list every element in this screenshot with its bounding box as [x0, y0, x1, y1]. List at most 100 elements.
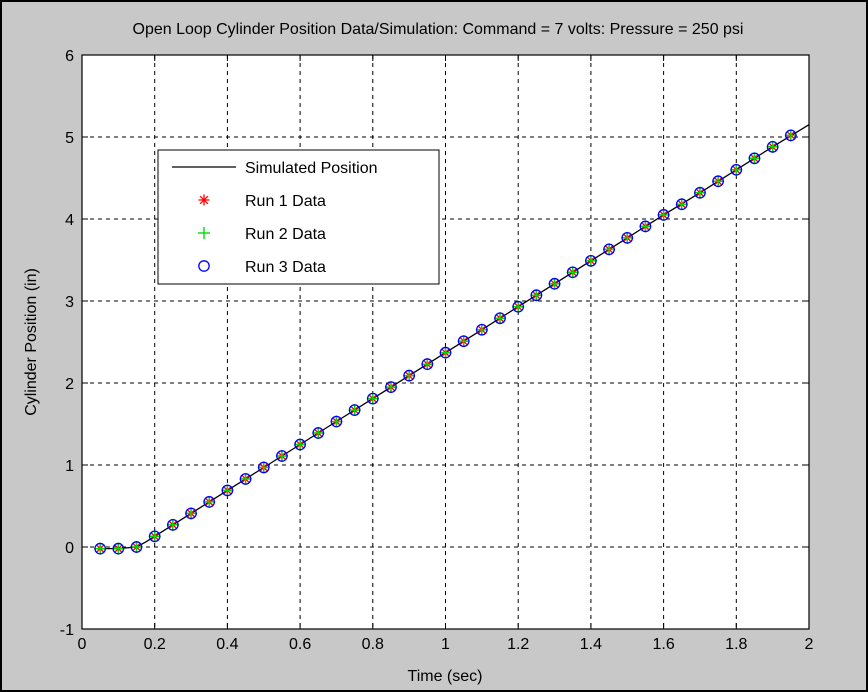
run-2-point [148, 530, 161, 543]
run-2-point [693, 186, 706, 199]
run-3-point [639, 220, 652, 233]
run-3-point [185, 507, 197, 520]
run-3-point [548, 277, 561, 290]
x-tick-label: 1.6 [652, 636, 674, 653]
x-tick-labels: 0 0.2 0.4 0.6 0.8 1 1.2 1.4 1.6 1.8 2 [78, 636, 814, 653]
legend-label-simulated: Simulated Position [245, 160, 378, 177]
run-2-point [584, 254, 597, 267]
run-3-point [203, 496, 216, 508]
y-tick-label: 3 [65, 294, 74, 311]
x-tick-label: 0.4 [216, 636, 238, 653]
run-3-point [221, 484, 234, 497]
legend-label-run-3: Run 3 Data [245, 259, 326, 276]
run-3-point [257, 461, 270, 474]
run-2-point [403, 369, 416, 382]
run-2-point [512, 300, 525, 313]
run-3-point [512, 300, 525, 313]
run-2-point [603, 243, 616, 256]
run-2-point [294, 438, 307, 451]
legend-marker-run-2 [198, 227, 210, 239]
run-3-point [657, 209, 670, 221]
run-3-point [312, 427, 325, 439]
x-tick-label: 0.8 [362, 636, 384, 653]
run-2-point [366, 392, 379, 405]
run-2-point [639, 220, 652, 233]
run-2-point [130, 541, 143, 553]
run-2-point [203, 495, 216, 508]
run-3-point [494, 312, 506, 325]
run-2-point [657, 208, 670, 221]
run-3-point [603, 243, 615, 256]
legend-label-run-1: Run 1 Data [245, 193, 326, 210]
y-tick-label: -1 [60, 622, 74, 639]
y-tick-label: 0 [65, 540, 74, 557]
y-tick-labels: -1 0 1 2 3 4 5 6 [60, 48, 74, 639]
run-2-point [548, 277, 561, 290]
run-3-point [675, 198, 688, 211]
y-tick-label: 6 [65, 48, 74, 65]
y-tick-label: 1 [65, 458, 74, 475]
chart-title: Open Loop Cylinder Position Data/Simulat… [133, 21, 744, 38]
y-tick-label: 4 [65, 212, 74, 229]
run-3-point [403, 369, 415, 382]
run-3-point [276, 450, 288, 462]
x-tick-label: 1 [441, 636, 450, 653]
run-3-point [348, 404, 361, 416]
run-2-point [94, 542, 107, 555]
run-3-point [385, 381, 397, 393]
run-2-point [457, 335, 470, 348]
run-2-point [239, 472, 252, 485]
run-2-point [166, 518, 179, 531]
run-2-point [221, 484, 234, 497]
run-3-point [784, 129, 797, 142]
series-2-markers [94, 129, 797, 555]
x-tick-label: 0.2 [144, 636, 166, 653]
run-3-point [366, 392, 379, 405]
run-2-point [766, 140, 779, 153]
run-3-point [694, 186, 706, 199]
run-3-point [730, 163, 743, 176]
x-tick-label: 0.6 [289, 636, 311, 653]
axis-ticks [81, 54, 810, 630]
series-3-markers [94, 129, 797, 555]
run-3-point [130, 541, 143, 553]
run-2-point [185, 507, 198, 520]
legend: Simulated Position Run 1 Data Run 2 Data… [157, 149, 440, 285]
run-3-point [712, 175, 724, 188]
run-3-point [112, 542, 125, 555]
run-2-point [748, 152, 761, 165]
run-3-point [94, 542, 107, 555]
run-2-point [621, 231, 634, 244]
grid-lines [82, 55, 809, 629]
legend-label-run-2: Run 2 Data [245, 226, 326, 243]
run-3-point [748, 152, 761, 165]
legend-marker [198, 260, 210, 272]
legend-marker-run-1 [198, 194, 210, 206]
run-3-point [566, 266, 579, 279]
x-tick-label: 1.4 [580, 636, 602, 653]
plot-area [82, 55, 809, 629]
x-tick-label: 2 [805, 636, 814, 653]
x-tick-label: 1.8 [725, 636, 747, 653]
legend-box [157, 149, 440, 285]
run-3-point [421, 358, 434, 370]
run-3-point [239, 473, 252, 485]
run-2-point [712, 175, 725, 188]
x-tick-label: 0 [78, 636, 87, 653]
run-3-point [530, 289, 543, 302]
run-3-point [167, 519, 179, 531]
run-3-point [457, 335, 470, 348]
legend-marker [198, 227, 210, 239]
run-2-point [421, 358, 434, 371]
run-3-point [766, 140, 779, 153]
run-2-point [384, 381, 397, 394]
run-3-point [148, 530, 161, 543]
y-axis-label: Cylinder Position (in) [23, 268, 40, 416]
x-axis-label: Time (sec) [408, 668, 483, 685]
y-tick-label: 2 [65, 376, 74, 393]
legend-marker-run-3 [198, 260, 210, 272]
run-2-point [675, 198, 688, 211]
run-2-point [275, 449, 288, 462]
run-2-point [348, 404, 361, 417]
run-2-point [566, 266, 579, 279]
